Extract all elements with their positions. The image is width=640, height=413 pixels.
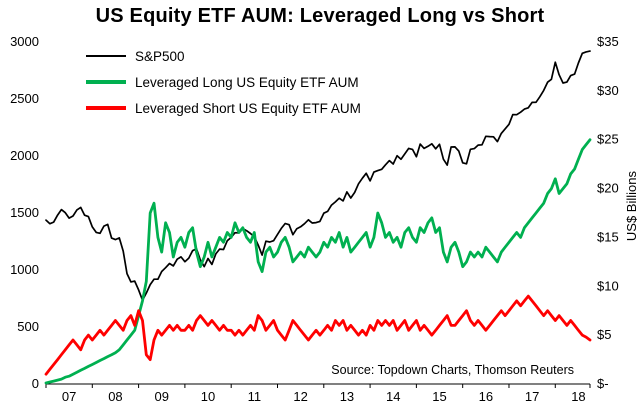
source-note: Source: Topdown Charts, Thomson Reuters bbox=[331, 363, 574, 377]
leveraged-short-line-swatch bbox=[86, 106, 126, 110]
x-axis-tick-label: 15 bbox=[432, 389, 446, 404]
legend-label-leveraged-long: Leveraged Long US Equity ETF AUM bbox=[135, 74, 359, 90]
left-axis-tick-label: 3000 bbox=[10, 34, 39, 49]
right-axis-tick-label: $15 bbox=[597, 229, 619, 244]
right-axis-tick-label: $25 bbox=[597, 132, 619, 147]
secondary-axis-title-column: US$ Billions bbox=[624, 0, 639, 413]
right-axis-tick-label: $30 bbox=[597, 83, 619, 98]
left-axis-tick-label: 500 bbox=[17, 319, 39, 334]
right-axis-tick-label: $- bbox=[597, 376, 609, 391]
legend-item-leveraged-long: Leveraged Long US Equity ETF AUM bbox=[86, 73, 361, 91]
leveraged-long-line bbox=[44, 138, 592, 385]
left-axis-tick-label: 2500 bbox=[10, 91, 39, 106]
legend-label-leveraged-short: Leveraged Short US Equity ETF AUM bbox=[135, 100, 361, 116]
legend-item-sp500: S&P500 bbox=[86, 47, 361, 65]
legend-label-sp500: S&P500 bbox=[135, 48, 185, 64]
right-axis-tick-label: $20 bbox=[597, 181, 619, 196]
x-axis-tick-label: 11 bbox=[248, 389, 262, 404]
x-axis-tick-label: 16 bbox=[479, 389, 493, 404]
x-axis-tick-label: 09 bbox=[155, 389, 169, 404]
left-axis-tick-label: 1500 bbox=[10, 205, 39, 220]
chart-title: US Equity ETF AUM: Leveraged Long vs Sho… bbox=[95, 5, 545, 27]
x-axis-tick-label: 08 bbox=[108, 389, 122, 404]
left-axis-tick-label: 0 bbox=[32, 376, 39, 391]
secondary-axis-title: US$ Billions bbox=[624, 171, 639, 242]
x-axis-tick-label: 14 bbox=[386, 389, 400, 404]
left-axis-tick-label: 2000 bbox=[10, 148, 39, 163]
left-axis-tick-label: 1000 bbox=[10, 262, 39, 277]
leveraged-short-line bbox=[44, 294, 592, 376]
legend: S&P500 Leveraged Long US Equity ETF AUM … bbox=[86, 47, 361, 125]
x-axis-tick-label: 18 bbox=[571, 389, 585, 404]
leveraged-long-line-swatch bbox=[86, 80, 126, 84]
sp500-line-swatch bbox=[86, 55, 126, 57]
x-axis-tick-label: 07 bbox=[62, 389, 76, 404]
right-axis-tick-label: $10 bbox=[597, 278, 619, 293]
right-axis-tick-label: $35 bbox=[597, 34, 619, 49]
x-axis-tick-label: 17 bbox=[525, 389, 539, 404]
x-axis-tick-label: 13 bbox=[340, 389, 354, 404]
legend-item-leveraged-short: Leveraged Short US Equity ETF AUM bbox=[86, 99, 361, 117]
right-axis-tick-label: $5 bbox=[597, 327, 611, 342]
sp500-line bbox=[45, 50, 591, 302]
x-axis-tick-label: 10 bbox=[201, 389, 215, 404]
x-axis-tick-label: 12 bbox=[293, 389, 307, 404]
